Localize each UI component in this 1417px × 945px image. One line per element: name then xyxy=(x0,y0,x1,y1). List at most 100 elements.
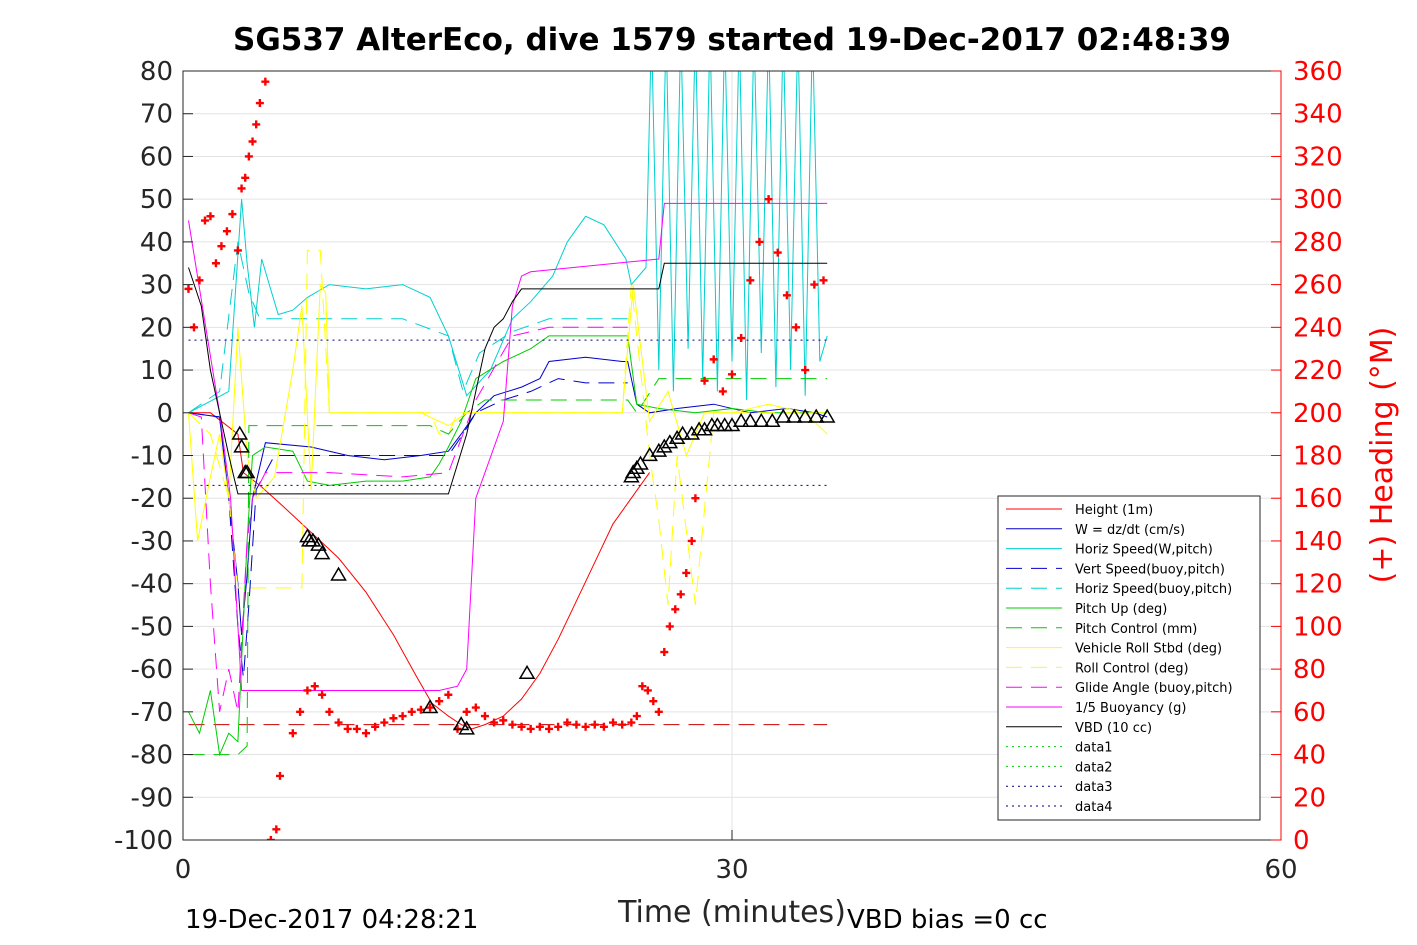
series-line-5 xyxy=(188,335,828,757)
heading-point xyxy=(718,387,727,396)
legend-entry: Horiz Speed(buoy,pitch) xyxy=(1075,582,1232,597)
heading-point xyxy=(590,720,599,729)
heading-point xyxy=(526,724,535,733)
heading-point xyxy=(572,720,581,729)
heading-point xyxy=(444,690,453,699)
heading-point xyxy=(665,622,674,631)
series-line-0 xyxy=(188,412,651,730)
heading-point xyxy=(649,697,658,706)
heading-point xyxy=(233,246,242,255)
heading-point xyxy=(318,690,327,699)
y2-tick-label: 40 xyxy=(1293,741,1326,771)
legend-entry: Horiz Speed(W,pitch) xyxy=(1075,543,1213,558)
y-tick-label: -70 xyxy=(131,698,173,728)
heading-point xyxy=(535,722,544,731)
marker-point xyxy=(650,442,668,457)
heading-point xyxy=(237,184,246,193)
legend-entry: Pitch Control (mm) xyxy=(1075,622,1197,637)
series-line-2 xyxy=(188,71,828,414)
heading-point xyxy=(343,724,352,733)
footer-vbd-bias: VBD bias =0 cc xyxy=(847,905,1048,935)
heading-point xyxy=(700,376,709,385)
heading-point xyxy=(508,720,517,729)
series-line-9 xyxy=(188,326,628,712)
heading-point xyxy=(303,686,312,695)
y-tick-label: -30 xyxy=(131,527,173,557)
marker-point xyxy=(674,425,691,440)
y2-tick-label: 160 xyxy=(1293,484,1343,514)
heading-point xyxy=(609,718,618,727)
marker-point xyxy=(741,412,759,427)
heading-point xyxy=(654,707,663,716)
marker-point xyxy=(313,545,331,560)
heading-point xyxy=(272,825,281,834)
y-tick-label: 50 xyxy=(140,185,173,215)
heading-point xyxy=(389,714,398,723)
heading-point xyxy=(211,259,220,268)
y-tick-label: -90 xyxy=(131,783,173,813)
heading-point xyxy=(801,366,810,375)
y2-tick-label: 140 xyxy=(1293,527,1343,557)
heading-point xyxy=(490,718,499,727)
legend-entry: data3 xyxy=(1075,780,1113,795)
x-tick-label: 0 xyxy=(175,855,192,885)
marker-point xyxy=(628,459,646,474)
y-tick-label: 20 xyxy=(140,313,173,343)
heading-point xyxy=(371,722,380,731)
series-layer xyxy=(184,71,836,840)
heading-point xyxy=(819,276,828,285)
legend-entry: data4 xyxy=(1075,800,1113,815)
heading-point xyxy=(728,370,736,379)
marker-point xyxy=(304,532,322,547)
y2-tick-label: 300 xyxy=(1293,185,1343,215)
y2-tick-label: 20 xyxy=(1293,783,1326,813)
heading-point xyxy=(709,355,718,364)
y2-tick-label: 0 xyxy=(1293,826,1310,856)
heading-point xyxy=(471,703,480,712)
marker-point xyxy=(421,699,439,714)
y2-axis-label: (+) Heading (°M) xyxy=(1365,327,1400,584)
heading-point xyxy=(462,707,471,716)
series-line-10 xyxy=(188,202,828,691)
heading-point xyxy=(764,195,773,204)
heading-point xyxy=(244,152,253,161)
heading-point xyxy=(228,210,237,219)
series-line-3 xyxy=(188,378,628,678)
heading-point xyxy=(746,276,755,285)
y2-tick-label: 180 xyxy=(1293,442,1343,472)
y-tick-label: 0 xyxy=(156,399,173,429)
marker-point xyxy=(624,464,642,479)
y-tick-label: 10 xyxy=(140,356,173,386)
marker-point xyxy=(310,536,327,551)
axes: -100-90-80-70-60-50-40-30-20-10010203040… xyxy=(114,57,1343,885)
y-tick-label: 30 xyxy=(140,271,173,301)
heading-point xyxy=(755,237,764,246)
heading-point xyxy=(184,284,193,293)
marker-point xyxy=(238,464,256,479)
legend-entry: Roll Control (deg) xyxy=(1075,661,1189,676)
series-line-4 xyxy=(188,241,628,414)
marker-point xyxy=(807,408,825,423)
heading-point xyxy=(618,720,627,729)
heading-point xyxy=(773,248,782,257)
series-line-11 xyxy=(188,262,828,495)
heading-point xyxy=(206,212,215,221)
heading-point xyxy=(217,242,226,251)
legend-entry: W = dz/dt (cm/s) xyxy=(1075,523,1185,538)
heading-point xyxy=(352,724,361,733)
y-tick-label: -20 xyxy=(131,484,173,514)
marker-point xyxy=(696,421,713,436)
marker-point xyxy=(818,408,836,423)
marker-point xyxy=(458,720,475,735)
heading-point xyxy=(248,137,257,146)
heading-point xyxy=(435,697,444,706)
marker-point xyxy=(785,408,803,423)
heading-point xyxy=(362,729,370,738)
heading-point xyxy=(599,722,608,731)
y-tick-label: -10 xyxy=(131,442,173,472)
y2-tick-label: 100 xyxy=(1293,612,1343,642)
heading-point xyxy=(581,722,590,731)
marker-point xyxy=(661,434,679,449)
heading-point xyxy=(627,718,636,727)
y2-tick-label: 340 xyxy=(1293,100,1343,130)
